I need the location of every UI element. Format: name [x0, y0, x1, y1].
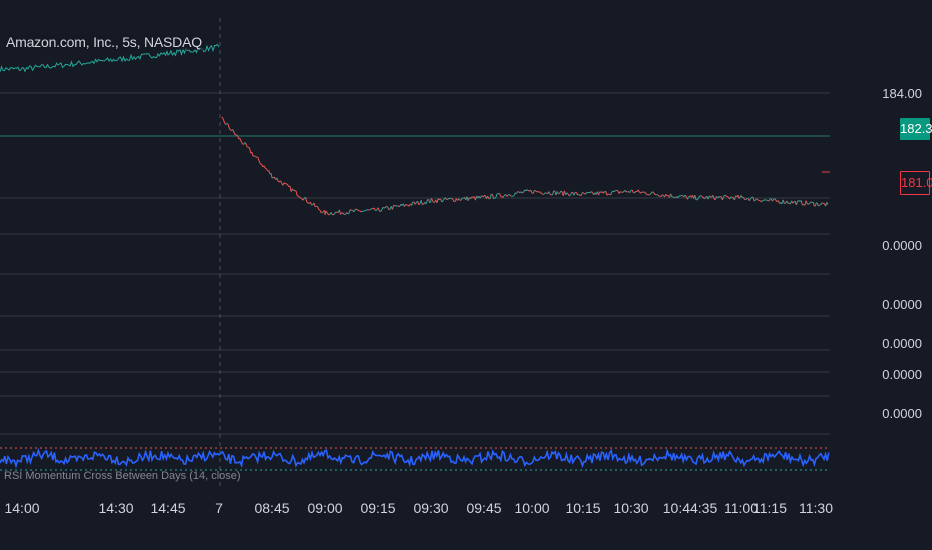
pane-scale-label-3: 0.0000 — [882, 336, 922, 351]
price-axis-label-top: 184.00 — [882, 86, 922, 101]
time-label-0945: 09:45 — [466, 500, 502, 516]
time-label-0930: 09:30 — [413, 500, 449, 516]
pane-scale-label-4: 0.0000 — [882, 367, 922, 382]
symbol-title[interactable]: Amazon.com, Inc., 5s, NASDAQ — [4, 34, 204, 50]
time-label-day-7: 7 — [215, 500, 223, 516]
time-label-0915: 09:15 — [360, 500, 396, 516]
pane-scale-label-5: 0.0000 — [882, 406, 922, 421]
time-label-1400: 14:00 — [4, 500, 40, 516]
pane-scale-label-1: 0.0000 — [882, 238, 922, 253]
time-label-1030: 10:30 — [613, 500, 649, 516]
time-label-1445: 14:45 — [150, 500, 186, 516]
time-label-104435: 10:44:35 — [662, 500, 718, 516]
price-series-down-ticks — [221, 116, 829, 216]
bid-price-badge: 181.08 — [900, 171, 932, 195]
oscillator-line — [0, 447, 830, 469]
time-label-1130: 11:30 — [799, 500, 833, 516]
time-label-0900: 09:00 — [307, 500, 343, 516]
time-label-1430: 14:30 — [98, 500, 134, 516]
time-label-0845: 08:45 — [254, 500, 290, 516]
oscillator-title[interactable]: RSI Momentum Cross Between Days (14, clo… — [4, 470, 241, 482]
last-price-badge: 182.32 — [900, 118, 932, 140]
time-label-1000: 10:00 — [514, 500, 550, 516]
price-series-prior-session — [0, 43, 220, 73]
time-label-1100: 11:00 — [724, 500, 758, 516]
pane-scale-label-2: 0.0000 — [882, 297, 922, 312]
price-series-up-ticks — [225, 123, 828, 216]
time-label-1015: 10:15 — [565, 500, 601, 516]
time-label-1115: 11:15 — [753, 500, 787, 516]
